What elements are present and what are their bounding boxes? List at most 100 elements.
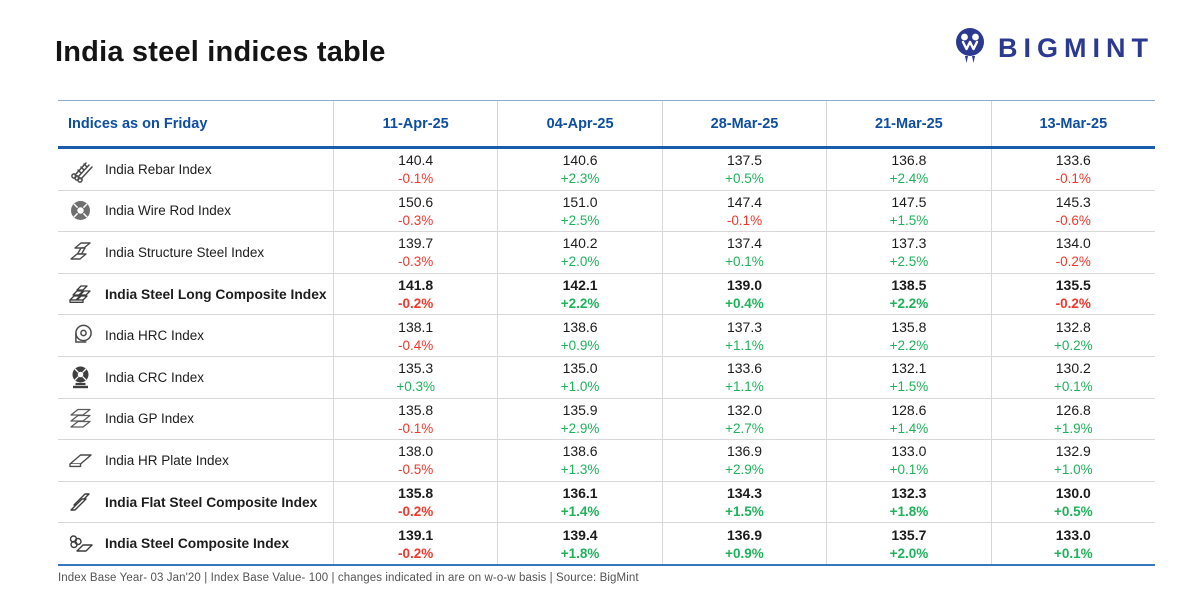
index-label-cell: India GP Index	[58, 399, 333, 440]
index-change: -0.3%	[398, 254, 434, 270]
index-data-cell: 139.1 -0.2%	[333, 523, 497, 564]
index-value: 132.9	[1055, 443, 1091, 460]
index-change: -0.1%	[1055, 171, 1091, 187]
index-data-cell: 137.5 +0.5%	[661, 149, 826, 190]
index-data-cell: 137.3 +1.1%	[661, 315, 826, 356]
index-change: +2.2%	[889, 337, 929, 353]
index-value: 142.1	[562, 277, 598, 294]
index-value: 138.1	[398, 318, 434, 335]
index-value: 140.2	[562, 235, 598, 252]
index-change: -0.3%	[398, 212, 434, 228]
index-change: +2.0%	[889, 545, 929, 561]
index-value: 128.6	[891, 401, 927, 418]
index-value: 133.6	[726, 360, 763, 377]
index-label-cell: India Structure Steel Index	[58, 232, 333, 273]
index-label: India CRC Index	[105, 369, 205, 385]
header-date: 28-Mar-25	[661, 101, 826, 146]
index-value: 135.9	[562, 401, 598, 418]
table-row: India HRC Index 138.1 -0.4% 138.6 +0.9% 137.3…	[58, 315, 1155, 357]
index-value: 133.0	[1055, 526, 1091, 543]
index-value: 139.4	[562, 526, 598, 543]
index-change: +1.0%	[1053, 462, 1093, 478]
index-change: -0.6%	[1055, 212, 1091, 228]
index-label: India Steel Long Composite Index	[105, 286, 327, 302]
hr-plate-icon	[67, 447, 94, 474]
index-data-cell: 128.6 +1.4%	[826, 398, 990, 440]
index-label-cell: India Rebar Index	[58, 149, 333, 190]
index-data-cell: 137.4 +0.1%	[661, 232, 826, 273]
index-change: -0.2%	[1055, 254, 1091, 270]
index-data-cell: 136.1 +1.4%	[497, 481, 661, 523]
index-change: +1.1%	[725, 337, 764, 353]
index-value: 130.2	[1055, 360, 1091, 377]
structure-steel-icon	[67, 239, 94, 266]
index-data-cell: 139.4 +1.8%	[497, 523, 661, 564]
index-value: 135.8	[891, 318, 927, 335]
index-data-cell: 134.0 -0.2%	[990, 232, 1155, 273]
index-value: 137.3	[891, 235, 927, 252]
index-change: +1.5%	[889, 212, 929, 228]
index-change: +2.5%	[889, 254, 929, 270]
index-value: 141.8	[398, 277, 434, 294]
index-data-cell: 133.6 -0.1%	[990, 149, 1155, 190]
index-data-cell: 138.0 -0.5%	[333, 440, 497, 481]
index-value: 137.4	[726, 235, 763, 252]
index-label: India Steel Composite Index	[105, 536, 289, 552]
index-data-cell: 132.1 +1.5%	[826, 356, 990, 398]
index-change: +0.9%	[560, 337, 600, 353]
index-change: -0.2%	[1055, 296, 1091, 312]
index-data-cell: 151.0 +2.5%	[497, 190, 661, 232]
index-data-cell: 133.0 +0.1%	[826, 440, 990, 481]
index-change: +1.4%	[560, 504, 600, 520]
index-value: 135.5	[1055, 277, 1091, 294]
index-data-cell: 145.3 -0.6%	[990, 190, 1155, 232]
index-label: India Structure Steel Index	[105, 244, 265, 260]
index-label: India HR Plate Index	[105, 452, 229, 468]
index-label-cell: India Steel Composite Index	[58, 523, 333, 564]
index-change: +2.5%	[560, 212, 600, 228]
index-value: 138.5	[891, 277, 927, 294]
page-title: India steel indices table	[55, 36, 386, 68]
index-data-cell: 139.7 -0.3%	[333, 232, 497, 273]
index-data-cell: 133.0 +0.1%	[990, 523, 1155, 564]
table-body: India Rebar Index 140.4 -0.1% 140.6 +2.3% 137…	[58, 149, 1155, 566]
index-data-cell: 136.8 +2.4%	[826, 149, 990, 190]
index-change: +0.4%	[725, 296, 764, 312]
table-row: India Flat Steel Composite Index 135.8 -0.…	[58, 481, 1155, 524]
index-value: 137.5	[726, 152, 763, 169]
index-value: 133.0	[891, 443, 927, 460]
index-change: +2.2%	[560, 296, 600, 312]
index-change: -0.1%	[398, 420, 434, 436]
index-label-cell: India CRC Index	[58, 357, 333, 398]
table-row: India GP Index 135.8 -0.1% 135.9 +2.9% 132.0 +…	[58, 398, 1155, 441]
index-data-cell: 142.1 +2.2%	[497, 273, 661, 315]
index-data-cell: 132.9 +1.0%	[990, 440, 1155, 481]
index-data-cell: 135.0 +1.0%	[497, 356, 661, 398]
header-date: 21-Mar-25	[826, 101, 990, 146]
index-change: +0.1%	[1053, 545, 1093, 561]
index-value: 132.3	[891, 485, 927, 502]
index-data-cell: 135.8 -0.2%	[333, 481, 497, 523]
index-change: +1.3%	[560, 462, 600, 478]
index-change: +1.1%	[725, 379, 764, 395]
index-change: +2.0%	[560, 254, 600, 270]
index-value: 145.3	[1055, 193, 1091, 210]
index-value: 133.6	[1055, 152, 1091, 169]
index-data-cell: 133.6 +1.1%	[661, 356, 826, 398]
index-change: -0.2%	[398, 296, 434, 312]
index-data-cell: 147.5 +1.5%	[826, 190, 990, 232]
index-label-cell: India HR Plate Index	[58, 440, 333, 481]
index-data-cell: 150.6 -0.3%	[333, 190, 497, 232]
index-data-cell: 147.4 -0.1%	[661, 190, 826, 232]
index-change: +1.9%	[1053, 420, 1093, 436]
table-header-row: Indices as on Friday 11-Apr-25 04-Apr-25 2…	[58, 100, 1155, 149]
table-row: India HR Plate Index 138.0 -0.5% 138.6 +1.3%…	[58, 440, 1155, 482]
table-row: India CRC Index 135.3 +0.3% 135.0 +1.0% 133.6…	[58, 356, 1155, 399]
index-data-cell: 132.8 +0.2%	[990, 315, 1155, 356]
flat-steel-composite-icon	[67, 489, 94, 516]
footnote: Index Base Year- 03 Jan'20 | Index Base …	[58, 572, 639, 584]
index-data-cell: 126.8 +1.9%	[990, 398, 1155, 440]
index-value: 140.6	[562, 152, 598, 169]
index-change: -0.2%	[398, 504, 434, 520]
